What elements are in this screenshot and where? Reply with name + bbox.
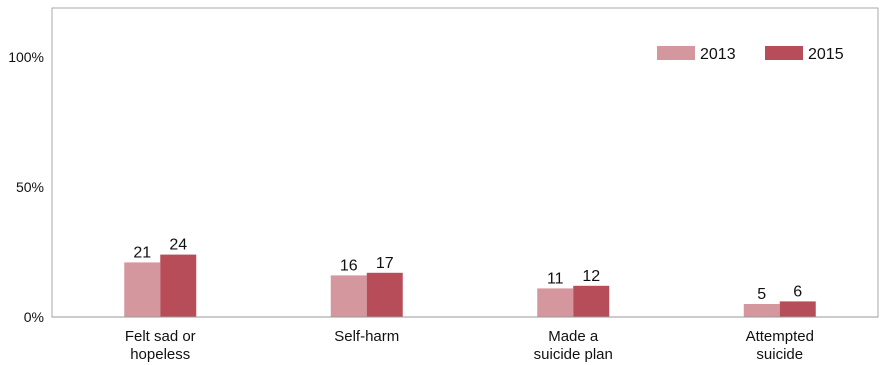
x-tick-label: suicide: [756, 346, 803, 363]
legend-label-2013: 2013: [700, 46, 736, 63]
data-label-2013: 11: [547, 270, 564, 287]
bar-2013: [537, 288, 574, 317]
data-label-2013: 5: [757, 286, 766, 303]
legend: 2013 2015: [657, 46, 844, 63]
y-tick-label: 100%: [8, 49, 44, 65]
x-tick-label: Attempted: [746, 328, 814, 345]
data-label-2015: 12: [582, 268, 600, 285]
x-tick-label: Made a: [548, 328, 599, 345]
x-tick-label: Self-harm: [334, 328, 399, 345]
x-tick-label: suicide plan: [534, 346, 613, 363]
y-tick-label: 50%: [16, 179, 44, 195]
y-tick-label: 0%: [24, 309, 44, 325]
bars-group: [124, 254, 816, 317]
legend-label-2015: 2015: [808, 46, 844, 63]
x-tick-label: hopeless: [130, 346, 190, 363]
x-tick-label: Felt sad or: [125, 328, 196, 345]
data-label-2015: 17: [376, 255, 394, 272]
data-labels-group: 21 24 16 17 11 12 5 6: [133, 237, 802, 303]
bar-2015: [779, 301, 816, 317]
data-label-2015: 6: [793, 283, 802, 300]
data-label-2015: 24: [169, 237, 187, 254]
bar-2013: [743, 304, 780, 317]
bar-2015: [366, 272, 403, 317]
bar-2013: [124, 262, 161, 317]
y-axis: 0% 50% 100%: [8, 49, 44, 325]
bar-2015: [573, 285, 610, 317]
data-label-2013: 21: [133, 244, 151, 261]
bar-2013: [330, 275, 367, 317]
legend-swatch-2013: [657, 46, 695, 60]
legend-swatch-2015: [765, 46, 803, 60]
bar-2015: [160, 254, 197, 317]
data-label-2013: 16: [340, 257, 358, 274]
